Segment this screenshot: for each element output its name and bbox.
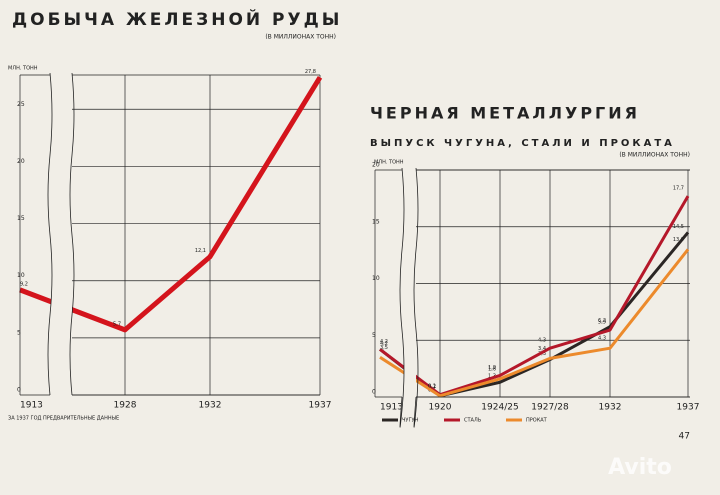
legend-label: СТАЛЬ <box>464 418 482 424</box>
axis-break-edge <box>413 167 419 428</box>
y-tick-label: 5 <box>17 329 21 336</box>
y-tick-label: 0 <box>17 387 21 394</box>
value-label: 5,7 <box>113 321 121 327</box>
x-tick-label: 1932 <box>599 403 622 413</box>
value-label: 4,3 <box>598 336 606 342</box>
page-number: 47 <box>679 432 690 442</box>
chart-subtitle: ВЫПУСК ЧУГУНА, СТАЛИ И ПРОКАТА <box>370 138 675 149</box>
x-tick-label: 1913 <box>380 403 403 413</box>
y-tick-label: 0 <box>372 389 376 396</box>
value-label: 17,7 <box>673 186 684 192</box>
value-label: 3,4 <box>538 346 546 352</box>
chart-subtitle: (В МИЛЛИОНАХ ТОНН) <box>265 34 336 41</box>
x-tick-label: 1920 <box>429 403 452 413</box>
unit-note: (В МИЛЛИОНАХ ТОНН) <box>619 152 690 159</box>
x-tick-label: 1937 <box>677 403 700 413</box>
legend-label: ЧУГУН <box>402 418 419 424</box>
y-tick-label: 10 <box>17 272 25 279</box>
value-label: 6,2 <box>598 318 606 324</box>
value-label: 4,2 <box>380 339 388 345</box>
axis-break-edge <box>399 167 405 428</box>
x-tick-label: 1932 <box>199 401 222 411</box>
y-tick-label: 15 <box>17 215 25 222</box>
x-tick-label: 1928 <box>114 401 137 411</box>
axis-break <box>48 73 72 395</box>
x-tick-label: 1924/25 <box>481 403 518 413</box>
y-tick-label: 20 <box>372 162 380 169</box>
value-label: 0,2 <box>428 384 436 390</box>
value-label: 5,9 <box>598 320 606 326</box>
value-label: 4,3 <box>538 338 546 344</box>
value-label: 4,2 <box>380 341 388 347</box>
y-tick-label: 10 <box>372 275 380 282</box>
value-label: 9,2 <box>20 281 28 287</box>
value-label: 1,9 <box>488 365 496 371</box>
value-label: 14,5 <box>673 224 684 230</box>
axis-break-edge <box>69 72 75 396</box>
value-label: 13,0 <box>673 237 684 243</box>
chart-title: ДОБЫЧА ЖЕЛЕЗНОЙ РУДЫ <box>12 8 342 30</box>
value-label: 0,1 <box>428 383 436 389</box>
y-tick-label: 5 <box>372 332 376 339</box>
watermark: Avito <box>608 455 672 480</box>
x-tick-label: 1913 <box>20 401 43 411</box>
chart-title: ЧЕРНАЯ МЕТАЛЛУРГИЯ <box>370 104 640 123</box>
x-tick-label: 1937 <box>309 401 332 411</box>
y-tick-label: 15 <box>372 218 380 225</box>
series-line <box>379 248 690 398</box>
y-axis-label: МЛН. ТОНН <box>8 66 38 72</box>
value-label: 1,6 <box>488 366 496 372</box>
legend-label: ПРОКАТ <box>526 418 548 424</box>
y-tick-label: 25 <box>17 101 25 108</box>
series-line <box>379 195 690 397</box>
axis-break-edge <box>47 72 53 396</box>
y-axis-label: МЛН. ТОНН <box>374 160 404 166</box>
x-tick-label: 1927/28 <box>531 403 569 413</box>
value-label: 12,1 <box>195 248 206 254</box>
y-tick-label: 20 <box>17 158 25 165</box>
note: ЗА 1937 ГОД ПРЕДВАРИТЕЛЬНЫЕ ДАННЫЕ <box>8 416 119 422</box>
value-label: 3,5 <box>380 345 388 351</box>
value-label: 27,8 <box>305 69 316 75</box>
